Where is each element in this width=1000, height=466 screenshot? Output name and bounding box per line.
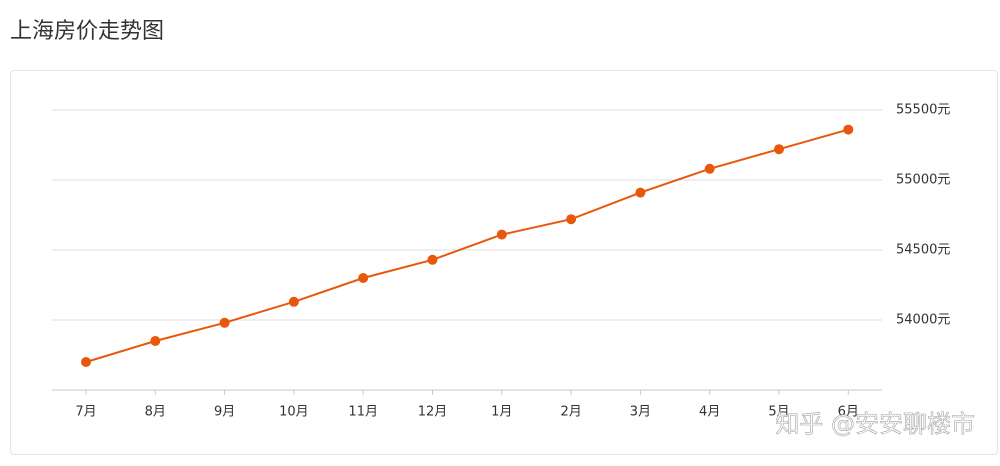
x-tick-label: 1月 [491,405,512,420]
x-tick-label: 5月 [768,405,789,420]
x-tick-label: 6月 [838,405,859,420]
y-tick-label: 55500元 [896,103,950,118]
x-tick-label: 4月 [699,405,720,420]
x-tick-label: 11月 [348,405,378,420]
data-point [774,144,784,155]
data-point [496,229,507,240]
data-point [288,296,299,307]
x-tick-label: 8月 [145,405,166,420]
x-tick-label: 10月 [279,405,309,420]
watermark: 知乎 @安安聊楼市 [775,410,975,438]
data-point [81,357,91,367]
x-tick-label: 3月 [630,405,651,420]
y-tick-label: 54500元 [896,243,950,258]
x-tick-label: 9月 [214,405,235,420]
data-point [358,273,369,283]
series-line [85,128,849,363]
panel [10,70,998,455]
x-tick-label: 2月 [560,405,581,420]
data-point [219,317,230,328]
chart-title: 上海房价走势图 [10,19,164,44]
data-point [566,214,577,225]
plot: 54000元 54500元 55000元 55500元 7月 8月 9月 10月 11月 12月 1… [52,103,950,420]
data-point [704,163,715,174]
x-tick-label: 12月 [418,405,448,420]
y-tick-label: 54000元 [896,313,950,328]
x-tick-label: 7月 [75,405,96,420]
data-point [427,254,438,265]
y-tick-label: 55000元 [896,173,950,188]
data-point [150,336,161,346]
data-point [843,124,854,135]
data-point [635,187,646,198]
